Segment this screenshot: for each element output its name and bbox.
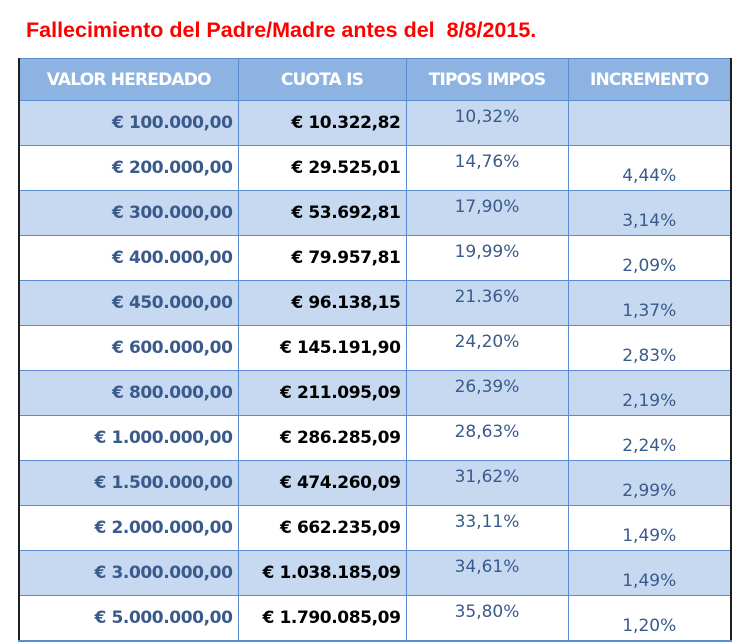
cell-cuota-is: € 96.138,15 bbox=[237, 280, 407, 326]
table-row: € 300.000,00 € 53.692,81 17,90% 3,14% bbox=[18, 190, 732, 236]
cell-incremento: 2,83% bbox=[567, 325, 732, 371]
cell-valor-heredado: € 1.500.000,00 bbox=[18, 460, 239, 506]
table-row: € 3.000.000,00 € 1.038.185,09 34,61% 1,4… bbox=[18, 550, 732, 596]
cell-cuota-is: € 286.285,09 bbox=[237, 415, 407, 461]
cell-cuota-is: € 474.260,09 bbox=[237, 460, 407, 506]
cell-tipo-impositivo: 21.36% bbox=[405, 280, 569, 326]
header-cuota-is: CUOTA IS bbox=[237, 58, 407, 101]
cell-valor-heredado: € 2.000.000,00 bbox=[18, 505, 239, 551]
cell-valor-heredado: € 200.000,00 bbox=[18, 145, 239, 191]
cell-cuota-is: € 10.322,82 bbox=[237, 100, 407, 146]
cell-cuota-is: € 1.038.185,09 bbox=[237, 550, 407, 596]
cell-valor-heredado: € 800.000,00 bbox=[18, 370, 239, 416]
cell-cuota-is: € 29.525,01 bbox=[237, 145, 407, 191]
cell-incremento: 2,99% bbox=[567, 460, 732, 506]
cell-valor-heredado: € 600.000,00 bbox=[18, 325, 239, 371]
table-row: € 1.500.000,00 € 474.260,09 31,62% 2,99% bbox=[18, 460, 732, 506]
cell-valor-heredado: € 400.000,00 bbox=[18, 235, 239, 281]
cell-cuota-is: € 145.191,90 bbox=[237, 325, 407, 371]
table-row: € 2.000.000,00 € 662.235,09 33,11% 1,49% bbox=[18, 505, 732, 551]
cell-tipo-impositivo: 17,90% bbox=[405, 190, 569, 236]
cell-tipo-impositivo: 34,61% bbox=[405, 550, 569, 596]
table-row: € 5.000.000,00 € 1.790.085,09 35,80% 1,2… bbox=[18, 595, 732, 642]
cell-tipo-impositivo: 14,76% bbox=[405, 145, 569, 191]
cell-incremento: 1,20% bbox=[567, 595, 732, 642]
header-tipos-impos: TIPOS IMPOS bbox=[405, 58, 569, 101]
header-incremento: INCREMENTO bbox=[567, 58, 732, 101]
page-title: Fallecimiento del Padre/Madre antes del … bbox=[26, 18, 537, 42]
table-row: € 800.000,00 € 211.095,09 26,39% 2,19% bbox=[18, 370, 732, 416]
table-row: € 600.000,00 € 145.191,90 24,20% 2,83% bbox=[18, 325, 732, 371]
table-row: € 400.000,00 € 79.957,81 19,99% 2,09% bbox=[18, 235, 732, 281]
cell-incremento: 1,49% bbox=[567, 550, 732, 596]
cell-tipo-impositivo: 26,39% bbox=[405, 370, 569, 416]
cell-incremento: 2,24% bbox=[567, 415, 732, 461]
cell-cuota-is: € 211.095,09 bbox=[237, 370, 407, 416]
cell-valor-heredado: € 450.000,00 bbox=[18, 280, 239, 326]
cell-valor-heredado: € 3.000.000,00 bbox=[18, 550, 239, 596]
table-row: € 200.000,00 € 29.525,01 14,76% 4,44% bbox=[18, 145, 732, 191]
cell-incremento: 3,14% bbox=[567, 190, 732, 236]
cell-tipo-impositivo: 24,20% bbox=[405, 325, 569, 371]
cell-cuota-is: € 662.235,09 bbox=[237, 505, 407, 551]
cell-tipo-impositivo: 19,99% bbox=[405, 235, 569, 281]
cell-valor-heredado: € 100.000,00 bbox=[18, 100, 239, 146]
cell-incremento: 2,19% bbox=[567, 370, 732, 416]
table-row: € 1.000.000,00 € 286.285,09 28,63% 2,24% bbox=[18, 415, 732, 461]
cell-cuota-is: € 79.957,81 bbox=[237, 235, 407, 281]
cell-incremento: 1,37% bbox=[567, 280, 732, 326]
header-valor-heredado: VALOR HEREDADO bbox=[18, 58, 239, 101]
cell-incremento: 2,09% bbox=[567, 235, 732, 281]
cell-cuota-is: € 53.692,81 bbox=[237, 190, 407, 236]
cell-valor-heredado: € 5.000.000,00 bbox=[18, 595, 239, 642]
table-row: € 100.000,00 € 10.322,82 10,32% bbox=[18, 100, 732, 146]
cell-incremento: 4,44% bbox=[567, 145, 732, 191]
cell-valor-heredado: € 1.000.000,00 bbox=[18, 415, 239, 461]
inheritance-tax-table: VALOR HEREDADO CUOTA IS TIPOS IMPOS INCR… bbox=[18, 58, 732, 642]
cell-tipo-impositivo: 10,32% bbox=[405, 100, 569, 146]
cell-tipo-impositivo: 33,11% bbox=[405, 505, 569, 551]
cell-cuota-is: € 1.790.085,09 bbox=[237, 595, 407, 642]
table-header-row: VALOR HEREDADO CUOTA IS TIPOS IMPOS INCR… bbox=[18, 58, 732, 101]
cell-valor-heredado: € 300.000,00 bbox=[18, 190, 239, 236]
cell-tipo-impositivo: 28,63% bbox=[405, 415, 569, 461]
cell-incremento bbox=[567, 100, 732, 146]
cell-tipo-impositivo: 35,80% bbox=[405, 595, 569, 642]
cell-incremento: 1,49% bbox=[567, 505, 732, 551]
table-row: € 450.000,00 € 96.138,15 21.36% 1,37% bbox=[18, 280, 732, 326]
cell-tipo-impositivo: 31,62% bbox=[405, 460, 569, 506]
